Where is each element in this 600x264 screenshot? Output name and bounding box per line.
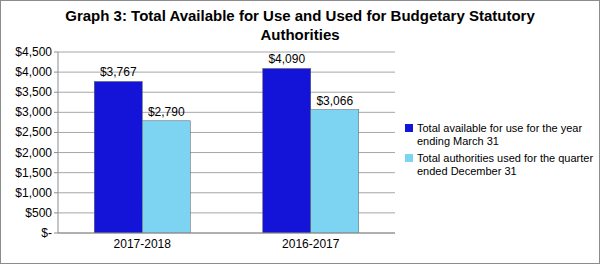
tick-label: $- — [41, 226, 52, 240]
tick-mark — [54, 72, 58, 73]
data-label: $3,767 — [100, 65, 137, 79]
y-axis-line — [58, 52, 59, 233]
tick-mark — [54, 132, 58, 133]
legend-label: Total authorities used for the quarter e… — [417, 152, 593, 177]
tick-label: $1,000 — [15, 186, 52, 200]
tick-mark — [54, 152, 58, 153]
legend-swatch — [405, 124, 413, 132]
data-label: $4,090 — [268, 52, 305, 66]
bar — [142, 121, 190, 233]
title: Graph 3: Total Available for Use and Use… — [50, 6, 550, 44]
legend-label: Total available for use for the year end… — [417, 122, 582, 147]
tick-mark — [54, 52, 58, 53]
bars — [94, 68, 359, 233]
bar — [311, 110, 359, 233]
tick-label: $1,500 — [15, 166, 52, 180]
data-label: $2,790 — [148, 105, 185, 119]
x-axis-line — [58, 233, 395, 234]
grid-line — [58, 233, 395, 234]
tick-label: $4,000 — [15, 65, 52, 79]
tick-mark — [54, 112, 58, 113]
tick-mark — [54, 192, 58, 193]
tick-mark — [54, 92, 58, 93]
tick-mark — [54, 172, 58, 173]
grid-line — [58, 52, 395, 53]
tick-label: $3,500 — [15, 85, 52, 99]
tick-label: $500 — [25, 206, 52, 220]
category-label: 2016-2017 — [282, 237, 340, 251]
data-label: $3,066 — [316, 94, 353, 108]
tick-mark — [54, 233, 58, 234]
legend-entry: Total available for use for the year end… — [405, 122, 600, 148]
tick-label: $2,000 — [15, 146, 52, 160]
legend-swatch — [405, 154, 413, 162]
tick-label: $3,000 — [15, 105, 52, 119]
tick-mark — [54, 212, 58, 213]
tick-label: $4,500 — [15, 45, 52, 59]
legend-entry: Total authorities used for the quarter e… — [405, 152, 600, 178]
tick-label: $2,500 — [15, 125, 52, 139]
category-label: 2017-2018 — [114, 237, 172, 251]
bar — [263, 68, 311, 233]
bar — [94, 81, 142, 233]
